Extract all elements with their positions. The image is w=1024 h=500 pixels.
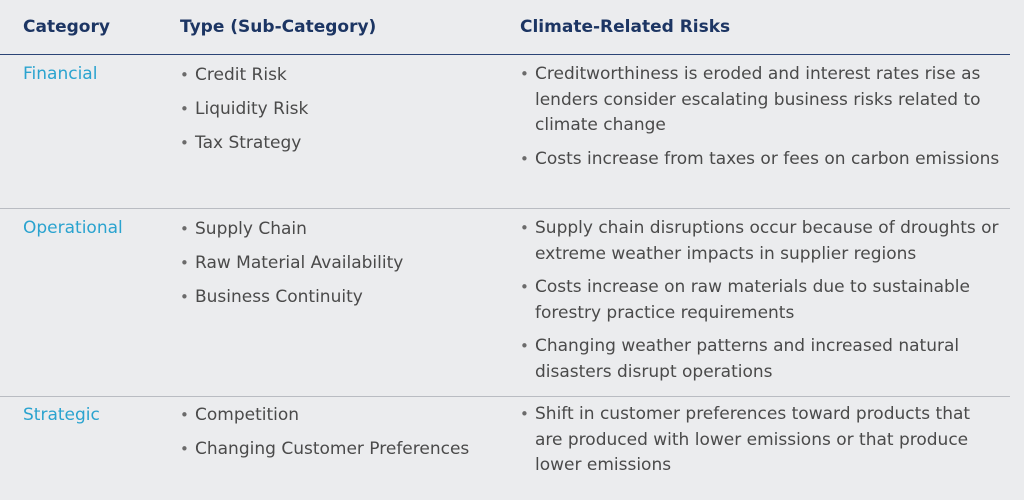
table-row-operational: Operational • Supply Chain • Raw Material …: [0, 209, 1010, 397]
bullet-icon: •: [520, 278, 529, 296]
bullet-icon: •: [520, 149, 529, 168]
type-list: • Supply Chain • Raw Material Availability…: [180, 219, 403, 321]
table-row-strategic: Strategic • Competition • Changing Custome…: [0, 397, 1010, 497]
risk-list: • Supply chain disruptions occur because …: [520, 216, 1000, 393]
type-list: • Credit Risk • Liquidity Risk • Tax Strate…: [180, 65, 308, 167]
list-item: • Supply Chain: [180, 219, 307, 239]
bullet-icon: •: [520, 405, 529, 423]
list-item: • Tax Strategy: [180, 133, 302, 153]
list-item: • Liquidity Risk: [180, 99, 309, 119]
category-label: Financial: [23, 64, 98, 84]
list-item: • Costs increase from taxes or fees on ca…: [520, 147, 1000, 173]
list-item: • Costs increase on raw materials due to …: [520, 277, 970, 323]
bullet-icon: •: [180, 220, 189, 238]
bullet-icon: •: [180, 440, 189, 458]
list-item: • Changing Customer Preferences: [180, 439, 470, 459]
category-label: Strategic: [23, 405, 100, 425]
risk-list: • Creditworthiness is eroded and interest…: [520, 62, 1000, 180]
list-item: • Creditworthiness is eroded and interest…: [520, 64, 981, 135]
header-type: Type (Sub-Category): [180, 17, 377, 37]
risk-list: • Shift in customer preferences toward pr…: [520, 402, 1000, 487]
list-item: • Competition: [180, 405, 300, 425]
table-header: Category Type (Sub-Category) Climate-Rel…: [0, 0, 1010, 55]
list-item: • Business Continuity: [180, 287, 363, 307]
type-list: • Competition • Changing Customer Preferen…: [180, 405, 469, 473]
header-risks: Climate-Related Risks: [520, 17, 731, 37]
bullet-icon: •: [520, 65, 529, 83]
list-item: • Raw Material Availability: [180, 253, 404, 273]
list-item: • Credit Risk: [180, 65, 287, 85]
list-item: • Supply chain disruptions occur because …: [520, 218, 999, 264]
bullet-icon: •: [180, 134, 189, 152]
list-item: • Shift in customer preferences toward pr…: [520, 404, 971, 475]
bullet-icon: •: [520, 219, 529, 237]
category-label: Operational: [23, 218, 123, 238]
table-row-financial: Financial • Credit Risk • Liquidity Risk •…: [0, 55, 1010, 209]
bullet-icon: •: [180, 288, 189, 306]
bullet-icon: •: [180, 254, 189, 272]
bullet-icon: •: [520, 337, 529, 355]
header-category: Category: [23, 17, 110, 37]
bullet-icon: •: [180, 406, 189, 424]
bullet-icon: •: [180, 100, 189, 118]
bullet-icon: •: [180, 66, 189, 84]
list-item: • Changing weather patterns and increased…: [520, 336, 960, 382]
